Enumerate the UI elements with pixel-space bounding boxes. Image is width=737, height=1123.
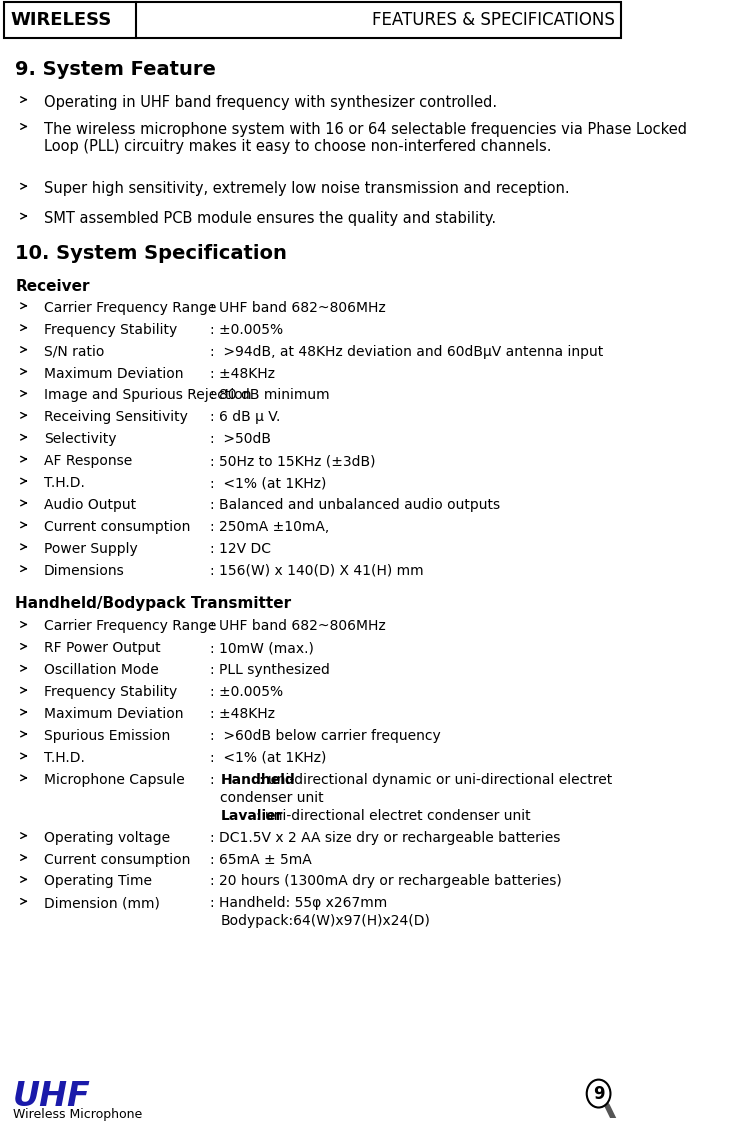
- Text: : ±0.005%: : ±0.005%: [210, 322, 284, 337]
- Text: : 250mA ±10mA,: : 250mA ±10mA,: [210, 520, 329, 533]
- Text: Current consumption: Current consumption: [44, 852, 190, 867]
- Text: Carrier Frequency Range: Carrier Frequency Range: [44, 620, 217, 633]
- Text: : ±0.005%: : ±0.005%: [210, 685, 284, 700]
- Text: Oscillation Mode: Oscillation Mode: [44, 664, 159, 677]
- Text: : 10mW (max.): : 10mW (max.): [210, 641, 314, 656]
- Text: : Handheld: 55φ x267mm: : Handheld: 55φ x267mm: [210, 896, 388, 911]
- Text: :  >94dB, at 48KHz deviation and 60dBμV antenna input: : >94dB, at 48KHz deviation and 60dBμV a…: [210, 345, 604, 358]
- Text: S/N ratio: S/N ratio: [44, 345, 105, 358]
- Text: : ±48KHz: : ±48KHz: [210, 366, 276, 381]
- Text: Dimension (mm): Dimension (mm): [44, 896, 160, 911]
- Text: : 65mA ± 5mA: : 65mA ± 5mA: [210, 852, 312, 867]
- Text: 9. System Feature: 9. System Feature: [15, 60, 216, 79]
- Text: Image and Spurious Rejection: Image and Spurious Rejection: [44, 389, 251, 402]
- Text: Lavalier: Lavalier: [220, 809, 283, 823]
- Text: :: :: [210, 773, 220, 787]
- Text: Dimensions: Dimensions: [44, 564, 125, 577]
- Text: Handheld/Bodypack Transmitter: Handheld/Bodypack Transmitter: [15, 595, 291, 611]
- Text: Maximum Deviation: Maximum Deviation: [44, 707, 184, 721]
- Text: The wireless microphone system with 16 or 64 selectable frequencies via Phase Lo: The wireless microphone system with 16 o…: [44, 121, 687, 154]
- Text: :  <1% (at 1KHz): : <1% (at 1KHz): [210, 476, 326, 490]
- Text: T.H.D.: T.H.D.: [44, 751, 85, 765]
- Text: Maximum Deviation: Maximum Deviation: [44, 366, 184, 381]
- Text: AF Response: AF Response: [44, 454, 133, 468]
- Text: Current consumption: Current consumption: [44, 520, 190, 533]
- Text: Microphone Capsule: Microphone Capsule: [44, 773, 185, 787]
- Text: UHF: UHF: [13, 1079, 91, 1113]
- Text: : PLL synthesized: : PLL synthesized: [210, 664, 330, 677]
- Text: : 6 dB μ V.: : 6 dB μ V.: [210, 410, 281, 424]
- Text: : 20 hours (1300mA dry or rechargeable batteries): : 20 hours (1300mA dry or rechargeable b…: [210, 875, 562, 888]
- Text: :  >60dB below carrier frequency: : >60dB below carrier frequency: [210, 729, 441, 743]
- Circle shape: [587, 1079, 610, 1107]
- Text: Carrier Frequency Range: Carrier Frequency Range: [44, 301, 217, 314]
- Text: : 80 dB minimum: : 80 dB minimum: [210, 389, 330, 402]
- Text: Operating Time: Operating Time: [44, 875, 152, 888]
- Text: Operating in UHF band frequency with synthesizer controlled.: Operating in UHF band frequency with syn…: [44, 94, 497, 110]
- Text: condenser unit: condenser unit: [220, 791, 324, 805]
- Text: RF Power Output: RF Power Output: [44, 641, 161, 656]
- Text: : DC1.5V x 2 AA size dry or rechargeable batteries: : DC1.5V x 2 AA size dry or rechargeable…: [210, 831, 561, 844]
- Text: Bodypack:64(W)x97(H)x24(D): Bodypack:64(W)x97(H)x24(D): [220, 914, 430, 929]
- Text: :  >50dB: : >50dB: [210, 432, 271, 446]
- Text: : Balanced and unbalanced audio outputs: : Balanced and unbalanced audio outputs: [210, 497, 500, 512]
- Text: Frequency Stability: Frequency Stability: [44, 322, 178, 337]
- Text: Frequency Stability: Frequency Stability: [44, 685, 178, 700]
- Text: : UHF band 682~806MHz: : UHF band 682~806MHz: [210, 301, 386, 314]
- Text: : ±48KHz: : ±48KHz: [210, 707, 276, 721]
- Text: WIRELESS: WIRELESS: [10, 11, 111, 29]
- Text: :  <1% (at 1KHz): : <1% (at 1KHz): [210, 751, 326, 765]
- Text: : 156(W) x 140(D) X 41(H) mm: : 156(W) x 140(D) X 41(H) mm: [210, 564, 424, 577]
- Text: Operating voltage: Operating voltage: [44, 831, 170, 844]
- Text: : uni-directional dynamic or uni-directional electret: : uni-directional dynamic or uni-directi…: [259, 773, 612, 787]
- Text: FEATURES & SPECIFICATIONS: FEATURES & SPECIFICATIONS: [372, 11, 615, 29]
- Text: : 50Hz to 15KHz (±3dB): : 50Hz to 15KHz (±3dB): [210, 454, 376, 468]
- Text: Receiver: Receiver: [15, 279, 90, 294]
- Text: Audio Output: Audio Output: [44, 497, 136, 512]
- Text: T.H.D.: T.H.D.: [44, 476, 85, 490]
- Text: Power Supply: Power Supply: [44, 541, 138, 556]
- Text: 10. System Specification: 10. System Specification: [15, 244, 287, 263]
- Text: Selectivity: Selectivity: [44, 432, 116, 446]
- Text: Receiving Sensitivity: Receiving Sensitivity: [44, 410, 188, 424]
- Text: 9: 9: [593, 1085, 604, 1103]
- Text: Handheld: Handheld: [220, 773, 296, 787]
- Text: Wireless Microphone: Wireless Microphone: [13, 1107, 142, 1121]
- FancyBboxPatch shape: [4, 2, 621, 38]
- Text: : 12V DC: : 12V DC: [210, 541, 271, 556]
- Text: SMT assembled PCB module ensures the quality and stability.: SMT assembled PCB module ensures the qua…: [44, 211, 496, 226]
- Text: : UHF band 682~806MHz: : UHF band 682~806MHz: [210, 620, 386, 633]
- Text: : uni-directional electret condenser unit: : uni-directional electret condenser uni…: [256, 809, 531, 823]
- Text: Spurious Emission: Spurious Emission: [44, 729, 170, 743]
- Text: Super high sensitivity, extremely low noise transmission and reception.: Super high sensitivity, extremely low no…: [44, 181, 570, 197]
